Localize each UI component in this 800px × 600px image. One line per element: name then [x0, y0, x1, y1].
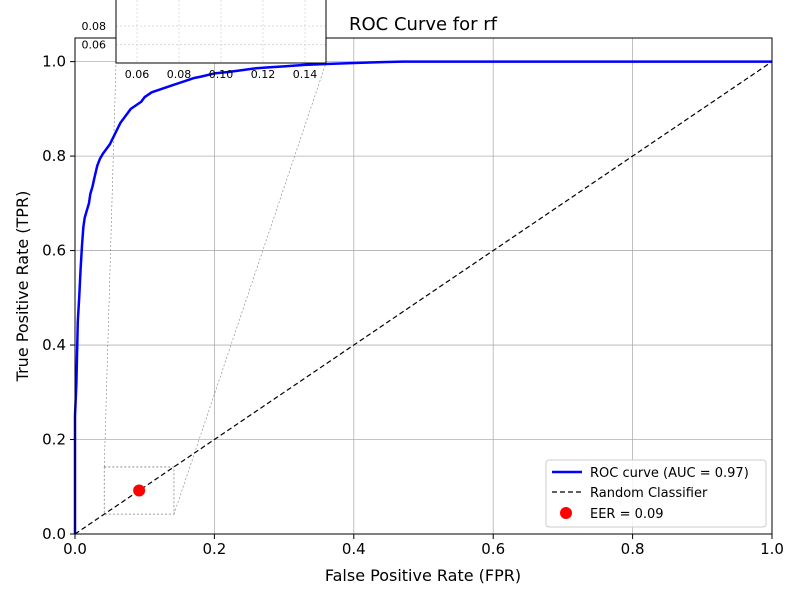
y-tick-label: 0.0 [42, 525, 66, 543]
x-tick-label: 0.8 [621, 540, 645, 558]
inset-x-tick-label: 0.10 [209, 68, 234, 81]
legend-box [545, 459, 767, 528]
legend: ROC curve (AUC = 0.97) Random Classifier E… [545, 459, 767, 528]
grid [74, 38, 773, 535]
inset-x-tick-label: 0.06 [125, 68, 150, 81]
y-tick-label: 0.4 [42, 336, 66, 354]
inset-x-tick-label: 0.12 [251, 68, 276, 81]
x-tick-label: 0.4 [342, 540, 366, 558]
y-tick-label: 0.8 [42, 147, 66, 165]
x-tick-label: 1.0 [760, 540, 784, 558]
random-classifier-line [74, 61, 773, 535]
inset-frame [115, 0, 327, 64]
plot-series [73, 60, 773, 535]
y-tick-label: 0.6 [42, 242, 66, 260]
inset-x-tick-label: 0.14 [293, 68, 318, 81]
legend-eer-swatch [560, 507, 572, 519]
zoom-region-box [103, 466, 175, 515]
inset-y-tick-label: 0.06 [82, 39, 107, 52]
axes: 0.0 0.2 0.4 0.6 0.8 1.0 0.0 0.2 0.4 0.6 0.8 1.0 [42, 37, 784, 558]
x-tick-label: 0.6 [481, 540, 505, 558]
plot-frame [74, 37, 773, 535]
inset-x-tick-label: 0.08 [167, 68, 192, 81]
x-axis-label: False Positive Rate (FPR) [325, 566, 521, 585]
plot-area [75, 38, 772, 534]
y-tick-label: 0.2 [42, 431, 66, 449]
eer-point [133, 484, 146, 497]
roc-curve-line [73, 60, 772, 534]
zoom-indicator [103, 62, 327, 515]
x-tick-label: 0.2 [202, 540, 226, 558]
legend-random-label: Random Classifier [590, 486, 708, 501]
y-tick-label: 1.0 [42, 53, 66, 71]
inset-y-tick-label: 0.08 [82, 20, 107, 33]
chart-title: ROC Curve for rf [349, 14, 498, 35]
zoom-connector-line [103, 62, 117, 467]
y-axis-label: True Positive Rate (TPR) [13, 191, 32, 383]
legend-eer-label: EER = 0.09 [590, 507, 664, 522]
legend-roc-label: ROC curve (AUC = 0.97) [590, 466, 749, 481]
zoom-connector-line [173, 62, 327, 515]
zoom-inset: 0.06 0.08 0.10 0.12 0.14 0.06 0.08 [82, 0, 327, 81]
x-tick-label: 0.0 [63, 540, 87, 558]
